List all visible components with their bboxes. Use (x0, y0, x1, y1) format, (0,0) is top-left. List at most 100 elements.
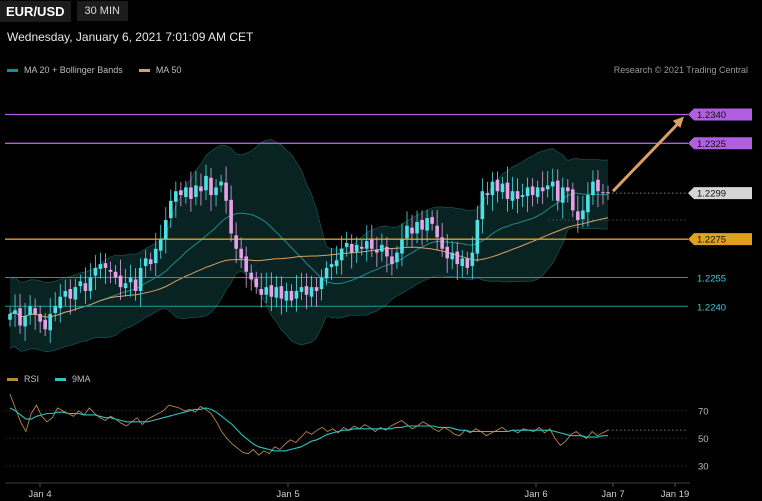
candle (199, 173, 203, 206)
candle (53, 291, 58, 322)
candle-body (219, 181, 223, 186)
candle (520, 183, 525, 207)
candle (319, 269, 324, 301)
candle-body (525, 187, 530, 197)
candle (244, 246, 248, 288)
candle (179, 182, 183, 207)
candle (299, 272, 304, 301)
candle-body (73, 287, 78, 300)
candle (23, 303, 27, 341)
candle (586, 182, 590, 227)
x-tick-label: Jan 5 (276, 489, 299, 500)
candle-body (520, 195, 525, 197)
last-price-tag (688, 187, 752, 200)
main-legend: MA 20 + Bollinger Bands MA 50 (7, 65, 197, 75)
candle (445, 234, 449, 273)
candle (334, 245, 339, 275)
level-label-support: 1.2255 (697, 274, 726, 285)
candle-body (199, 186, 203, 192)
candle-body (596, 179, 600, 192)
candle-body (204, 175, 208, 191)
candle-body (440, 237, 444, 249)
candle (530, 178, 535, 207)
candle-body (475, 220, 480, 254)
candle (239, 237, 243, 269)
legend-swatch (55, 377, 67, 381)
candle (184, 180, 188, 204)
candle-body (209, 177, 213, 196)
legend-item-ma50: MA 50 (138, 65, 181, 75)
candle (571, 182, 575, 218)
candle-body (88, 277, 93, 291)
candle (329, 248, 334, 280)
candle (500, 176, 505, 199)
candle-body (314, 287, 319, 291)
candle (58, 283, 63, 323)
legend-swatch (7, 377, 18, 381)
candle (88, 263, 93, 300)
level-tag-resistance (688, 108, 752, 121)
candle-body (555, 180, 560, 201)
candle (545, 171, 550, 198)
candle (510, 176, 515, 210)
legend-swatch (138, 68, 150, 72)
candle (214, 179, 218, 207)
candle-body (445, 246, 449, 259)
candle (83, 267, 88, 304)
candle (269, 272, 274, 312)
legend-item-rsi: RSI (7, 374, 39, 384)
candle-body (58, 296, 63, 309)
candle-body (359, 246, 364, 249)
candle (375, 236, 379, 267)
candle-body (299, 287, 304, 292)
legend-label: MA 20 + Bollinger Bands (24, 65, 123, 75)
candle-body (364, 241, 369, 249)
candle-body (395, 252, 399, 263)
candle (465, 251, 470, 275)
last-price-label: 1.2299 (697, 189, 726, 200)
candle (309, 275, 314, 307)
candle (370, 224, 374, 258)
candle (324, 261, 329, 286)
candle-body (244, 256, 248, 272)
timeframe-label[interactable]: 30 MIN (76, 1, 128, 21)
candle (380, 233, 384, 262)
legend-item-ma20-bb: MA 20 + Bollinger Bands (7, 65, 123, 75)
candle-body (400, 239, 404, 254)
candle-body (68, 289, 73, 299)
candle-body (319, 277, 324, 290)
candle (204, 164, 208, 201)
candle-body (138, 267, 143, 291)
candle (535, 180, 540, 204)
candle-body (354, 244, 359, 252)
candle-body (23, 315, 27, 327)
candle-body (189, 187, 193, 199)
candle (560, 177, 565, 219)
candle (48, 298, 53, 344)
candle (349, 234, 354, 269)
candle (148, 252, 153, 271)
rsi-tick-label: 50 (698, 434, 709, 445)
candle-body (540, 187, 545, 192)
candle (163, 207, 168, 254)
candle (174, 181, 178, 218)
candle (289, 284, 294, 308)
candle (108, 261, 113, 284)
candle-body (279, 286, 284, 299)
candle (254, 271, 259, 294)
candle (18, 293, 22, 334)
candle-body (576, 211, 580, 220)
candle-body (53, 306, 58, 314)
ma20-line (9, 192, 609, 318)
rsi-tick-label: 70 (698, 406, 709, 417)
ma50-line (9, 217, 609, 318)
symbol-label[interactable]: EUR/USD (0, 0, 71, 22)
x-tick-label: Jan 7 (601, 489, 624, 500)
candle (284, 282, 289, 312)
candle-body (375, 249, 379, 253)
candle (28, 294, 32, 325)
candle (128, 264, 133, 297)
candle-body (380, 244, 384, 252)
candle (103, 253, 108, 284)
